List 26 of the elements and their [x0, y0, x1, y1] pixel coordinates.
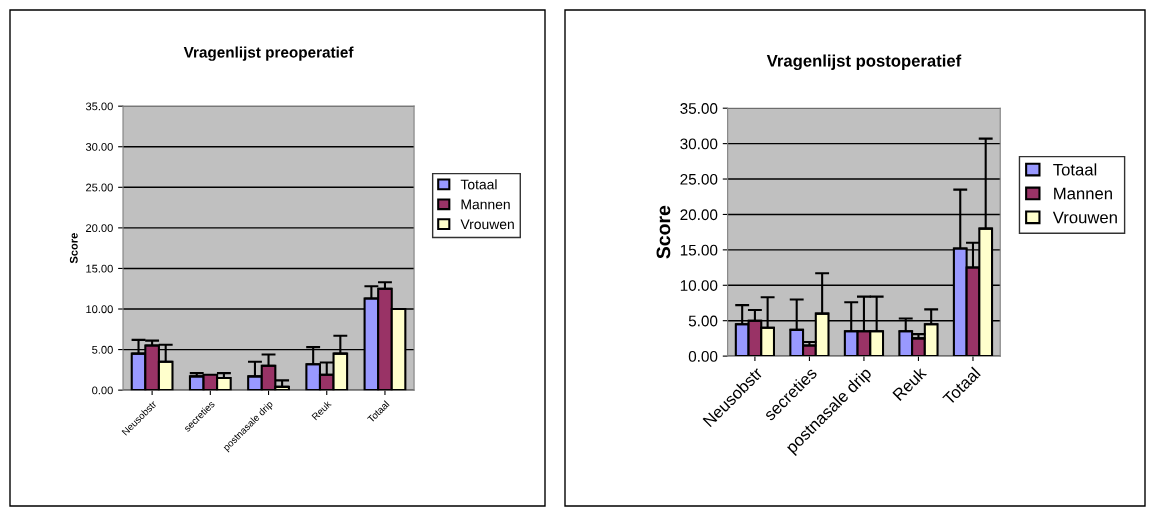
legend-label: Mannen	[1054, 187, 1112, 200]
y-tick-label: 25.00	[86, 183, 113, 192]
y-axis-title: Score	[69, 233, 78, 264]
y-tick-label: 30.00	[85, 143, 113, 151]
y-tick-label: 10.00	[680, 280, 718, 291]
legend-label: Vrouwen	[460, 219, 514, 230]
y-tick-label: 25.00	[680, 173, 718, 185]
legend-label: Mannen	[461, 199, 510, 210]
y-tick-label: 20.00	[86, 224, 113, 233]
y-tick-label: 10.00	[86, 305, 113, 314]
y-tick-label: 5.00	[688, 315, 718, 327]
y-tick-label: 5.00	[92, 345, 113, 354]
y-tick-label: 15.00	[86, 264, 113, 273]
y-tick-label: 0.00	[92, 386, 113, 395]
legend-label: Totaal	[1053, 163, 1097, 176]
y-tick-label: 0.00	[688, 350, 718, 362]
y-tick-label: 35.00	[85, 102, 113, 111]
y-tick-label: 35.00	[680, 103, 718, 114]
legend-label: Vrouwen	[1052, 211, 1117, 224]
y-tick-label: 15.00	[680, 244, 718, 256]
y-tick-label: 30.00	[680, 138, 718, 150]
y-tick-label: 20.00	[680, 209, 718, 221]
y-axis-title: Score	[656, 205, 671, 259]
chart-title: Vragenlijst postoperatief	[766, 54, 962, 71]
legend-label: Totaal	[460, 179, 497, 190]
chart-title: Vragenlijst preoperatief	[183, 46, 354, 61]
